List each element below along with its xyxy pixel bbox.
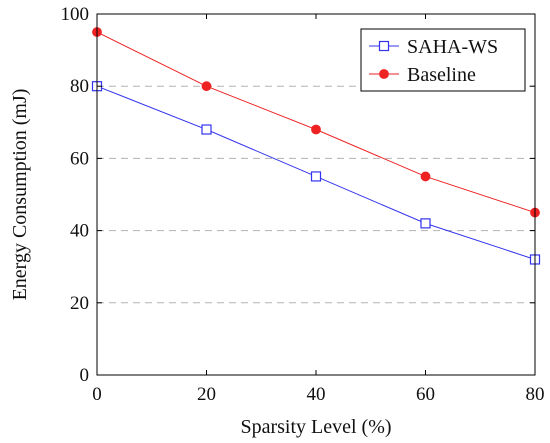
data-point-saha-ws-40 bbox=[310, 171, 322, 182]
x-tick-label-80: 80 bbox=[526, 384, 545, 405]
y-tick-label-40: 40 bbox=[70, 221, 89, 242]
x-axis-title: Sparsity Level (%) bbox=[240, 416, 391, 438]
data-point-baseline-20 bbox=[201, 81, 212, 92]
y-axis-title: Energy Consumption (mJ) bbox=[9, 89, 31, 301]
y-tick-label-20: 20 bbox=[70, 293, 89, 314]
legend-label-baseline: Baseline bbox=[407, 64, 476, 86]
y-tick-label-0: 0 bbox=[80, 365, 90, 386]
x-tick-label-0: 0 bbox=[92, 384, 102, 405]
series-saha-ws bbox=[91, 81, 541, 265]
y-tick-label-60: 60 bbox=[70, 148, 89, 169]
legend-marker-saha-ws bbox=[378, 40, 390, 52]
legend-item-saha-ws: SAHA-WS bbox=[369, 36, 498, 58]
x-tick-label-40: 40 bbox=[307, 384, 326, 405]
legend: SAHA-WS Baseline bbox=[360, 28, 526, 92]
legend-item-baseline: Baseline bbox=[369, 64, 476, 86]
x-tick-label-20: 20 bbox=[197, 384, 216, 405]
data-point-saha-ws-60 bbox=[420, 218, 431, 229]
legend-marker-baseline bbox=[379, 69, 389, 79]
legend-box bbox=[360, 28, 526, 92]
legend-label-saha-ws: SAHA-WS bbox=[407, 36, 498, 58]
data-point-saha-ws-20 bbox=[201, 124, 212, 135]
grid-lines bbox=[97, 85, 535, 304]
axis-ticks: 0 20 40 60 80 0 20 40 60 80 100 bbox=[61, 4, 545, 405]
data-point-baseline-60 bbox=[420, 171, 431, 182]
y-tick-label-80: 80 bbox=[70, 76, 89, 97]
x-tick-label-60: 60 bbox=[416, 384, 435, 405]
y-tick-label-100: 100 bbox=[61, 4, 90, 25]
data-point-baseline-40 bbox=[311, 124, 321, 135]
